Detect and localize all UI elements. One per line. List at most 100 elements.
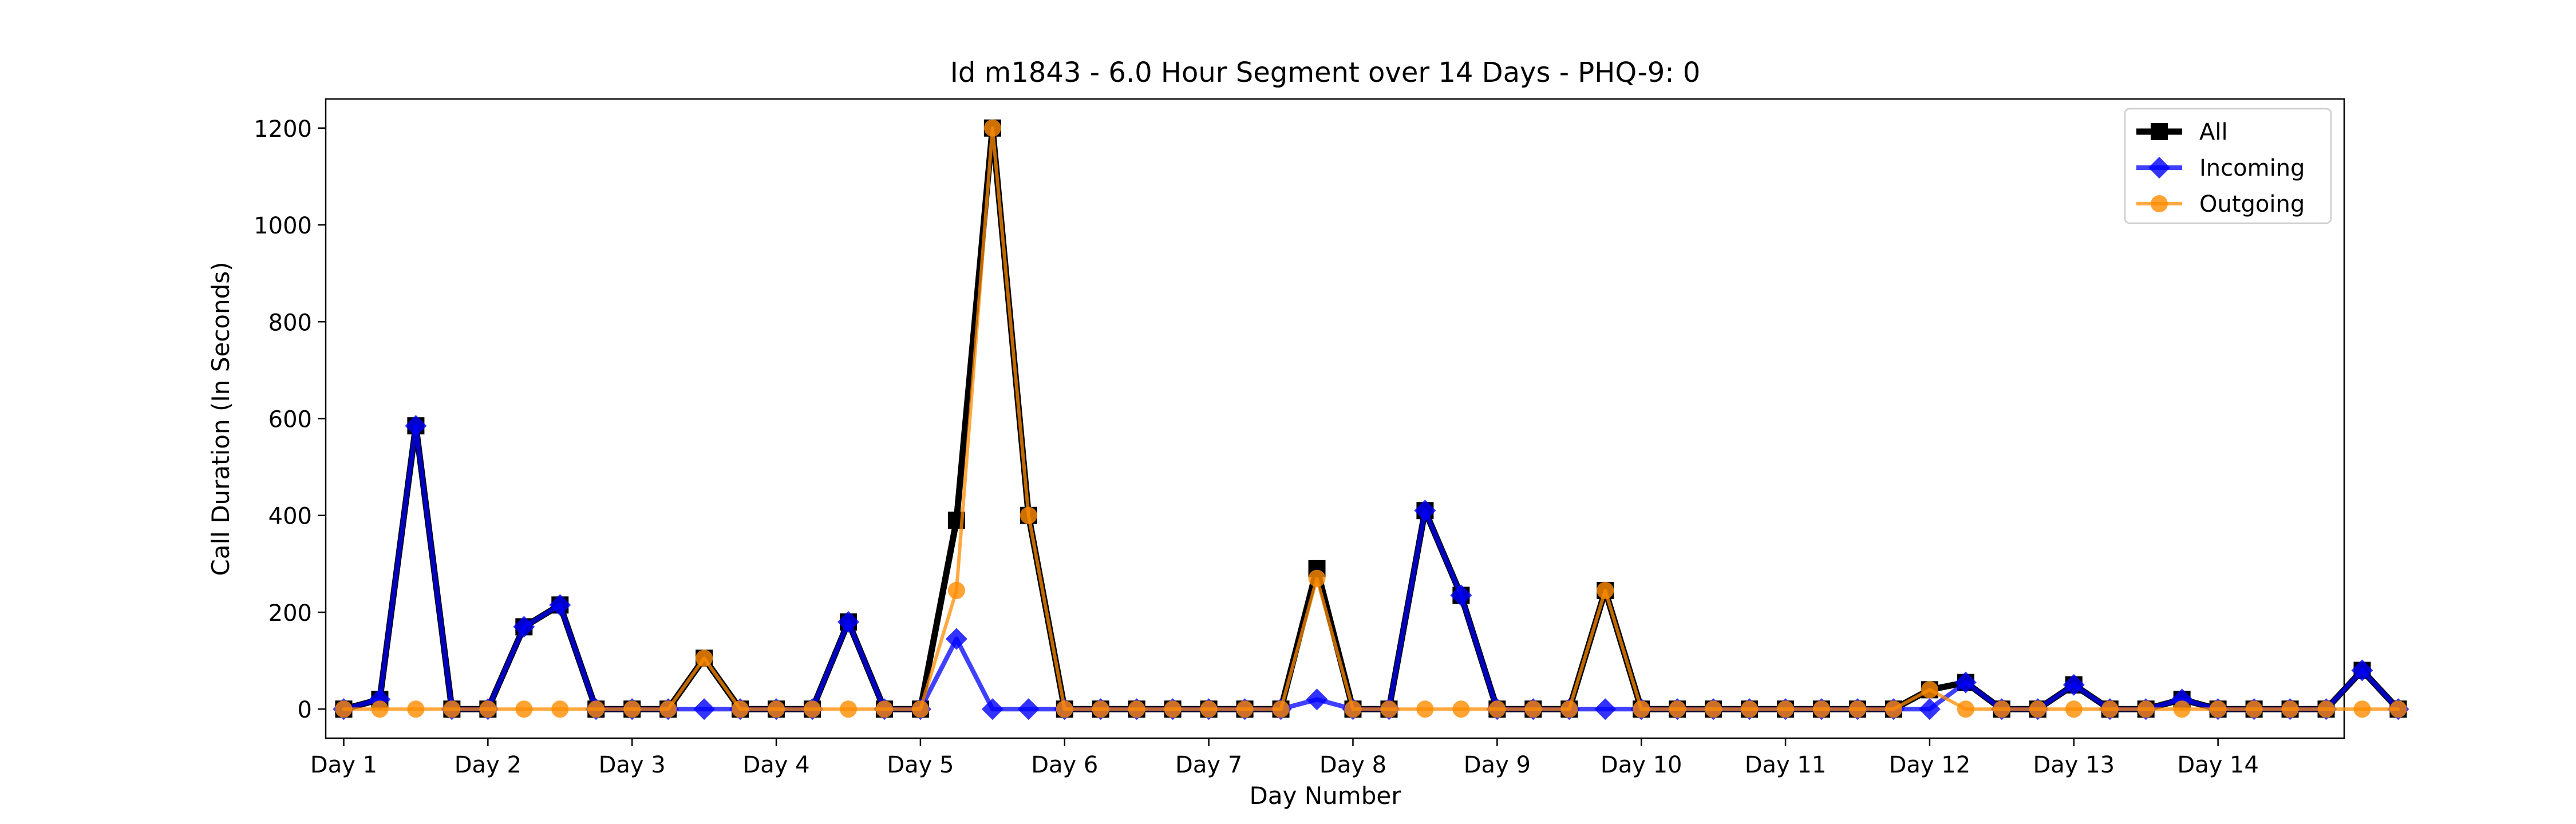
series-line-all xyxy=(341,125,2401,712)
x-tick-label: Day 1 xyxy=(310,752,377,778)
data-point-outgoing xyxy=(1272,700,1290,718)
series-line-outgoing xyxy=(342,126,2400,711)
series-line-incoming xyxy=(341,423,2401,712)
data-point-outgoing xyxy=(1741,700,1759,718)
data-point-outgoing xyxy=(1813,700,1831,718)
legend-label-outgoing: Outgoing xyxy=(2199,191,2305,217)
data-point-outgoing xyxy=(2317,700,2335,718)
data-point-outgoing xyxy=(2101,700,2119,718)
data-point-incoming xyxy=(1918,698,1941,720)
data-point-incoming xyxy=(1306,688,1328,711)
legend-marker-all xyxy=(2151,123,2168,140)
data-point-outgoing xyxy=(1488,700,1506,718)
x-tick-label: Day 4 xyxy=(742,752,809,778)
data-point-incoming xyxy=(513,616,535,638)
data-point-outgoing xyxy=(623,700,641,718)
x-tick-label: Day 10 xyxy=(1601,752,1682,778)
y-tick-label: 1200 xyxy=(254,116,312,142)
y-tick-label: 400 xyxy=(268,504,312,530)
data-point-outgoing xyxy=(2137,700,2155,718)
data-point-outgoing xyxy=(1236,700,1254,718)
data-point-incoming xyxy=(1594,698,1617,720)
x-tick-label: Day 9 xyxy=(1464,752,1531,778)
data-point-outgoing xyxy=(1777,700,1795,718)
data-point-outgoing xyxy=(443,700,461,718)
data-point-outgoing xyxy=(1633,700,1650,718)
chart-title: Id m1843 - 6.0 Hour Segment over 14 Days… xyxy=(950,57,1701,89)
x-tick-label: Day 2 xyxy=(455,752,521,778)
data-point-outgoing xyxy=(551,700,569,718)
data-point-incoming xyxy=(945,628,967,650)
data-point-outgoing xyxy=(659,700,677,718)
data-point-outgoing xyxy=(1200,700,1218,718)
data-point-incoming xyxy=(2351,659,2373,682)
legend: All Incoming Outgoing xyxy=(2124,108,2332,224)
data-point-outgoing xyxy=(407,700,425,718)
legend-label-incoming: Incoming xyxy=(2199,155,2305,181)
data-point-outgoing xyxy=(2209,700,2227,718)
data-point-incoming xyxy=(549,594,571,616)
data-point-outgoing xyxy=(1957,700,1974,718)
x-axis-label: Day Number xyxy=(1249,782,1401,810)
data-point-outgoing xyxy=(479,700,497,718)
data-point-outgoing xyxy=(1380,700,1398,718)
x-tick-label: Day 11 xyxy=(1745,752,1827,778)
data-point-incoming xyxy=(2063,674,2085,696)
data-point-outgoing xyxy=(2281,700,2299,718)
plot-area: 0 200 400 600 800 1000 1200 Day 1 Day 2 Day 3 Day … xyxy=(254,98,2409,778)
data-point-incoming xyxy=(837,611,859,633)
legend-marker-outgoing xyxy=(2151,195,2168,212)
data-point-outgoing xyxy=(768,700,785,718)
data-point-outgoing xyxy=(839,700,857,718)
y-tick-label: 600 xyxy=(268,407,312,433)
data-point-outgoing xyxy=(2173,700,2191,718)
data-point-outgoing xyxy=(1308,569,1326,587)
data-point-outgoing xyxy=(1452,700,1470,718)
data-point-outgoing xyxy=(1705,700,1722,718)
data-point-outgoing xyxy=(911,700,929,718)
data-point-outgoing xyxy=(335,700,353,718)
data-point-outgoing xyxy=(804,700,821,718)
data-point-outgoing xyxy=(983,119,1001,137)
data-point-incoming xyxy=(1017,698,1040,720)
x-tick-label: Day 6 xyxy=(1031,752,1098,778)
data-point-outgoing xyxy=(696,649,713,667)
data-point-outgoing xyxy=(1524,700,1542,718)
data-point-outgoing xyxy=(2065,700,2083,718)
legend-label-all: All xyxy=(2199,119,2228,145)
data-point-outgoing xyxy=(1344,700,1362,718)
data-point-outgoing xyxy=(371,700,389,718)
data-point-outgoing xyxy=(2353,700,2371,718)
data-point-outgoing xyxy=(1597,581,1614,599)
data-point-outgoing xyxy=(1921,681,1938,699)
x-tick-label: Day 5 xyxy=(887,752,954,778)
data-point-outgoing xyxy=(2029,700,2046,718)
x-tick-label: Day 7 xyxy=(1175,752,1242,778)
data-point-incoming xyxy=(981,698,1003,720)
y-tick-label: 200 xyxy=(268,600,312,627)
data-point-outgoing xyxy=(2389,700,2407,718)
data-point-outgoing xyxy=(2245,700,2263,718)
x-tick-label: Day 14 xyxy=(2177,752,2259,778)
data-point-incoming xyxy=(405,415,427,437)
x-tick-label: Day 13 xyxy=(2033,752,2115,778)
y-tick-label: 1000 xyxy=(254,213,312,239)
data-point-outgoing xyxy=(875,700,893,718)
data-point-outgoing xyxy=(515,700,533,718)
y-tick-label: 0 xyxy=(298,697,312,723)
y-tick-label: 800 xyxy=(268,310,312,336)
data-point-outgoing xyxy=(947,581,965,599)
data-point-incoming xyxy=(1954,671,1977,694)
data-point-outgoing xyxy=(1092,700,1109,718)
data-point-incoming xyxy=(693,698,716,720)
legend-marker-incoming xyxy=(2148,157,2170,179)
y-axis-label: Call Duration (In Seconds) xyxy=(207,262,235,576)
data-point-outgoing xyxy=(1993,700,2010,718)
data-point-outgoing xyxy=(1560,700,1578,718)
data-point-outgoing xyxy=(1669,700,1686,718)
data-point-outgoing xyxy=(1884,700,1902,718)
legend-box xyxy=(2124,108,2332,224)
data-point-incoming xyxy=(1414,500,1436,522)
